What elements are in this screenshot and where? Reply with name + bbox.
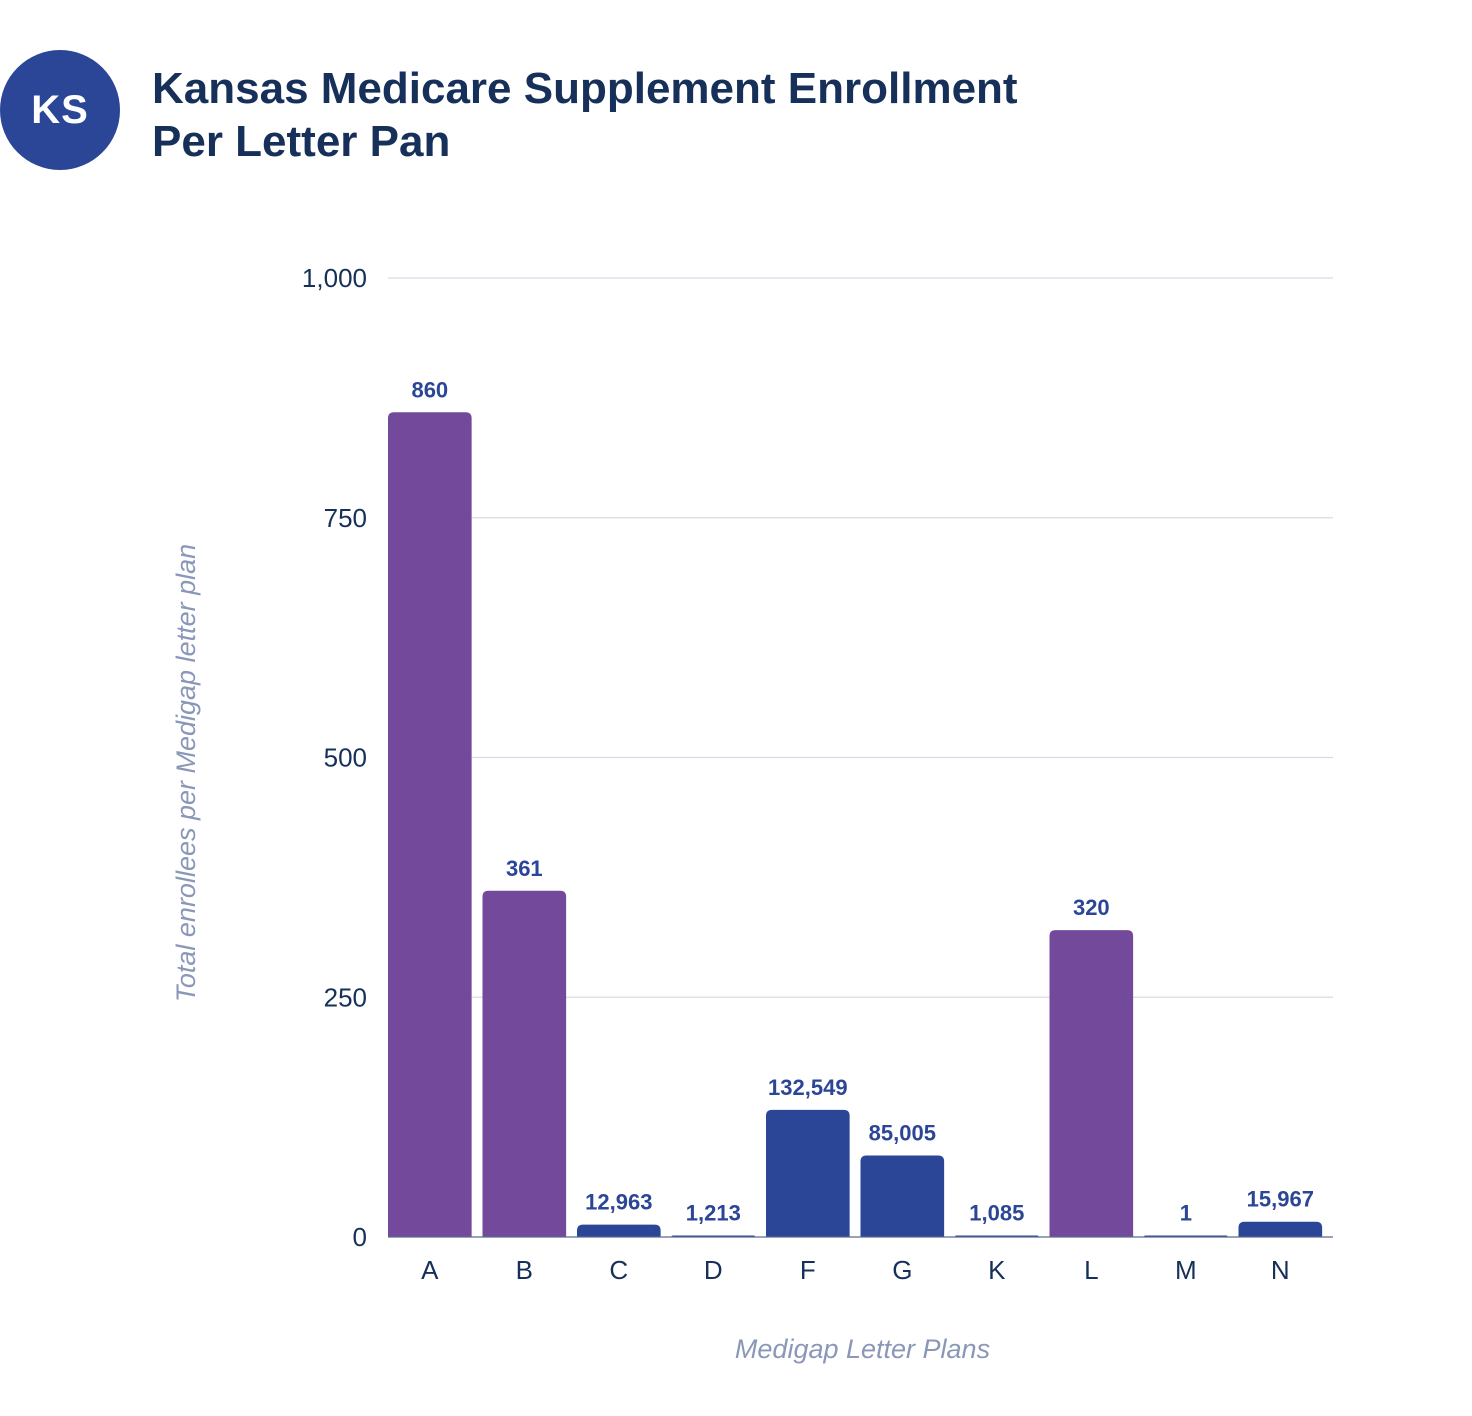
bar-f [766, 1109, 850, 1237]
chart-title-line-1: Kansas Medicare Supplement Enrollment [152, 64, 1018, 113]
y-tick-label: 1,000 [302, 263, 367, 293]
x-tick-label: F [800, 1255, 816, 1285]
value-label-l: 320 [1073, 895, 1110, 920]
value-label-a: 860 [411, 377, 448, 402]
bar-l [1049, 930, 1134, 1237]
state-badge: KS [0, 50, 120, 170]
y-tick-label: 750 [324, 503, 367, 533]
gridlines [388, 277, 1333, 998]
bar-c [577, 1224, 661, 1237]
y-tick-label: 250 [324, 982, 367, 1012]
value-label-f: 132,549 [768, 1075, 848, 1100]
y-tick-label: 500 [324, 743, 367, 773]
bar-b [482, 890, 567, 1237]
x-axis-title: Medigap Letter Plans [735, 1334, 990, 1364]
x-tick-label: B [516, 1255, 533, 1285]
value-label-n: 15,967 [1247, 1187, 1314, 1212]
y-axis-ticks: 0 250 500 750 1,000 [302, 263, 367, 1252]
x-tick-label: K [988, 1255, 1006, 1285]
value-label-m: 1 [1180, 1201, 1192, 1226]
bar-a [388, 412, 472, 1237]
x-tick-label: C [609, 1255, 628, 1285]
x-tick-label: M [1175, 1255, 1197, 1285]
x-tick-label: L [1084, 1255, 1098, 1285]
bar-g [860, 1155, 945, 1237]
value-labels: 860 361 12,963 1,213 132,549 85,005 1,085 320 1 1… [411, 377, 1314, 1225]
y-tick-label: 0 [353, 1222, 367, 1252]
x-tick-label: A [421, 1255, 439, 1285]
bars [388, 412, 1323, 1237]
x-tick-label: D [704, 1255, 723, 1285]
x-tick-label: G [892, 1255, 912, 1285]
x-tick-label: N [1271, 1255, 1290, 1285]
y-axis-title: Total enrollees per Medigap letter plan [171, 544, 201, 1002]
chart-title: Kansas Medicare Supplement Enrollment Pe… [152, 62, 1018, 168]
value-label-d: 1,213 [686, 1201, 741, 1226]
value-label-g: 85,005 [869, 1120, 936, 1145]
value-label-k: 1,085 [969, 1201, 1024, 1226]
state-badge-label: KS [31, 87, 89, 132]
bar-n [1238, 1221, 1323, 1237]
value-label-b: 361 [506, 856, 543, 881]
chart-title-line-2: Per Letter Pan [152, 117, 451, 166]
value-label-c: 12,963 [585, 1190, 652, 1215]
